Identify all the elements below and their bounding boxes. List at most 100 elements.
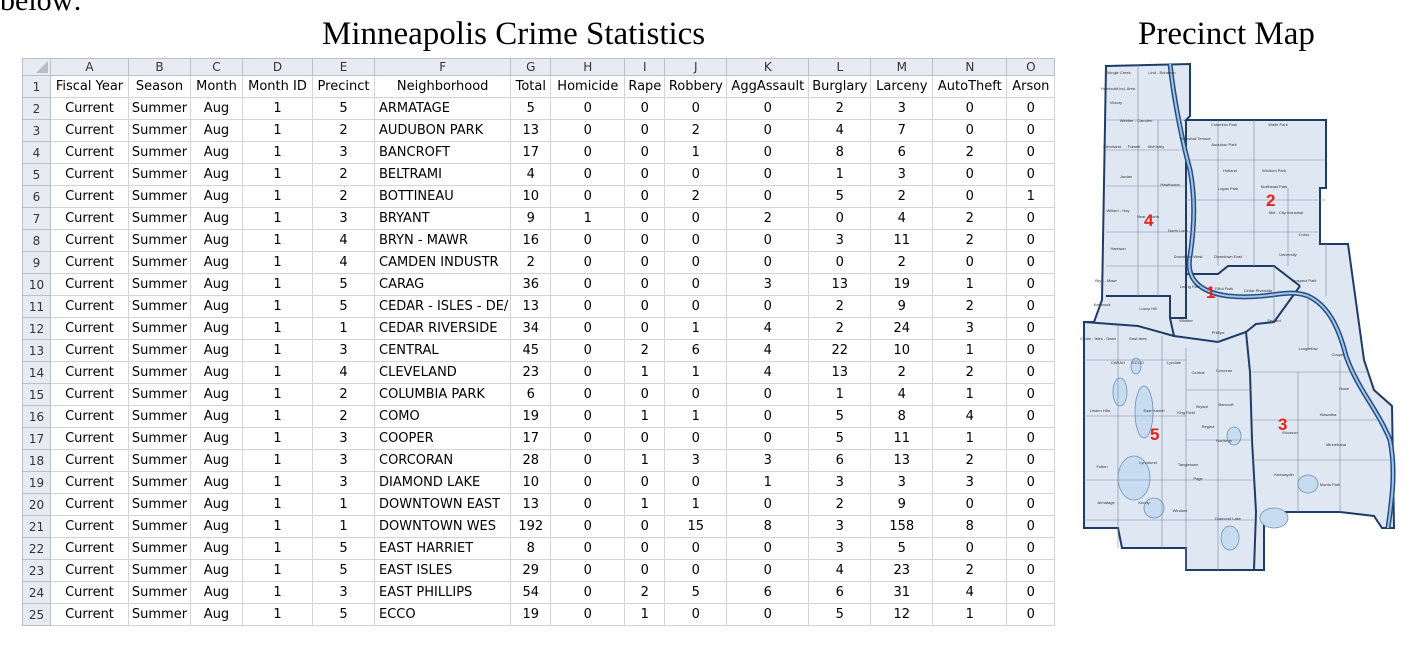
table-cell[interactable]: 2 <box>312 405 375 428</box>
column-letter-j[interactable]: J <box>664 58 728 76</box>
table-cell[interactable]: 2 <box>312 383 375 406</box>
table-cell[interactable]: 0 <box>550 471 626 494</box>
table-cell[interactable]: 0 <box>726 493 810 516</box>
table-cell[interactable]: 1 <box>312 515 375 538</box>
table-cell[interactable]: 7 <box>870 119 934 142</box>
table-cell[interactable]: Aug <box>190 207 243 230</box>
table-cell[interactable]: 0 <box>1006 141 1056 164</box>
table-cell[interactable]: 1 <box>624 449 666 472</box>
table-cell[interactable]: Current <box>50 361 129 384</box>
header-cell[interactable]: Month <box>190 75 243 98</box>
row-number[interactable]: 10 <box>22 273 51 296</box>
table-cell[interactable]: 1 <box>242 229 313 252</box>
table-cell[interactable]: 1 <box>242 295 313 318</box>
table-cell[interactable]: 0 <box>726 119 810 142</box>
table-cell[interactable]: Current <box>50 207 129 230</box>
table-cell[interactable]: Current <box>50 119 129 142</box>
table-cell[interactable]: 1 <box>242 97 313 120</box>
table-cell[interactable]: 4 <box>726 361 810 384</box>
column-letter-a[interactable]: A <box>50 58 129 76</box>
table-cell[interactable]: 0 <box>932 163 1008 186</box>
table-cell[interactable]: 23 <box>510 361 552 384</box>
column-letter-o[interactable]: O <box>1006 58 1056 76</box>
row-number[interactable]: 14 <box>22 361 51 384</box>
table-cell[interactable]: 5 <box>808 427 872 450</box>
table-cell[interactable]: 0 <box>808 251 872 274</box>
row-number[interactable]: 20 <box>22 493 51 516</box>
table-cell[interactable]: 3 <box>312 339 375 362</box>
column-letter-e[interactable]: E <box>312 58 375 76</box>
table-cell[interactable]: COOPER <box>373 427 512 450</box>
table-cell[interactable]: 6 <box>510 383 552 406</box>
table-cell[interactable]: 9 <box>870 295 934 318</box>
table-cell[interactable]: 5 <box>312 97 375 120</box>
table-cell[interactable]: Current <box>50 427 129 450</box>
table-cell[interactable]: 1 <box>1006 185 1056 208</box>
table-cell[interactable]: 0 <box>624 537 666 560</box>
table-cell[interactable]: 1 <box>726 471 810 494</box>
header-cell[interactable]: Homicide <box>550 75 626 98</box>
table-cell[interactable]: 2 <box>624 339 666 362</box>
table-cell[interactable]: CENTRAL <box>373 339 512 362</box>
table-cell[interactable]: Summer <box>128 229 191 252</box>
table-cell[interactable]: 19 <box>510 405 552 428</box>
table-cell[interactable]: 0 <box>550 427 626 450</box>
table-cell[interactable]: 13 <box>510 493 552 516</box>
table-cell[interactable]: 4 <box>808 559 872 582</box>
row-number[interactable]: 19 <box>22 471 51 494</box>
table-cell[interactable]: 1 <box>808 383 872 406</box>
table-cell[interactable]: 0 <box>932 493 1008 516</box>
table-cell[interactable]: 4 <box>808 119 872 142</box>
table-cell[interactable]: 12 <box>870 603 934 626</box>
table-cell[interactable]: 2 <box>932 559 1008 582</box>
table-cell[interactable]: 0 <box>550 559 626 582</box>
table-cell[interactable]: 0 <box>550 251 626 274</box>
table-cell[interactable]: AUDUBON PARK <box>373 119 512 142</box>
header-cell[interactable]: Robbery <box>664 75 728 98</box>
table-cell[interactable]: 1 <box>242 141 313 164</box>
table-cell[interactable]: 2 <box>726 207 810 230</box>
row-number[interactable]: 7 <box>22 207 51 230</box>
row-number[interactable]: 3 <box>22 119 51 142</box>
table-cell[interactable]: Aug <box>190 251 243 274</box>
table-cell[interactable]: Summer <box>128 603 191 626</box>
table-cell[interactable]: 3 <box>808 515 872 538</box>
table-cell[interactable]: 1 <box>312 317 375 340</box>
table-cell[interactable]: 2 <box>932 229 1008 252</box>
table-cell[interactable]: 0 <box>1006 163 1056 186</box>
table-cell[interactable]: 0 <box>664 295 728 318</box>
table-cell[interactable]: 0 <box>932 97 1008 120</box>
table-cell[interactable]: 0 <box>550 581 626 604</box>
table-cell[interactable]: Current <box>50 141 129 164</box>
table-cell[interactable]: 1 <box>624 603 666 626</box>
table-cell[interactable]: 54 <box>510 581 552 604</box>
row-number[interactable]: 21 <box>22 515 51 538</box>
table-cell[interactable]: 0 <box>1006 317 1056 340</box>
column-letter-m[interactable]: M <box>870 58 934 76</box>
table-cell[interactable]: 6 <box>808 581 872 604</box>
table-cell[interactable]: 0 <box>726 559 810 582</box>
table-cell[interactable]: 0 <box>550 317 626 340</box>
table-cell[interactable]: 0 <box>726 383 810 406</box>
table-cell[interactable]: 23 <box>870 559 934 582</box>
table-cell[interactable]: 1 <box>664 141 728 164</box>
table-cell[interactable]: 29 <box>510 559 552 582</box>
table-cell[interactable]: Summer <box>128 119 191 142</box>
header-cell[interactable]: AggAssault <box>726 75 810 98</box>
table-cell[interactable]: 0 <box>1006 383 1056 406</box>
table-cell[interactable]: 0 <box>1006 229 1056 252</box>
table-cell[interactable]: Aug <box>190 537 243 560</box>
table-cell[interactable]: Summer <box>128 449 191 472</box>
table-cell[interactable]: CORCORAN <box>373 449 512 472</box>
table-cell[interactable]: 0 <box>550 515 626 538</box>
table-cell[interactable]: 6 <box>664 339 728 362</box>
table-cell[interactable]: 5 <box>808 603 872 626</box>
table-cell[interactable]: Aug <box>190 339 243 362</box>
table-cell[interactable]: Aug <box>190 273 243 296</box>
table-cell[interactable]: 1 <box>242 515 313 538</box>
table-cell[interactable]: Aug <box>190 405 243 428</box>
table-cell[interactable]: 4 <box>312 361 375 384</box>
table-cell[interactable]: 0 <box>550 449 626 472</box>
table-cell[interactable]: 1 <box>242 339 313 362</box>
table-cell[interactable]: 0 <box>624 515 666 538</box>
